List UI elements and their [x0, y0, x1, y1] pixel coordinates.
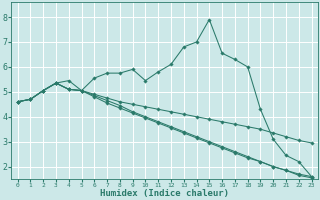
X-axis label: Humidex (Indice chaleur): Humidex (Indice chaleur): [100, 189, 229, 198]
